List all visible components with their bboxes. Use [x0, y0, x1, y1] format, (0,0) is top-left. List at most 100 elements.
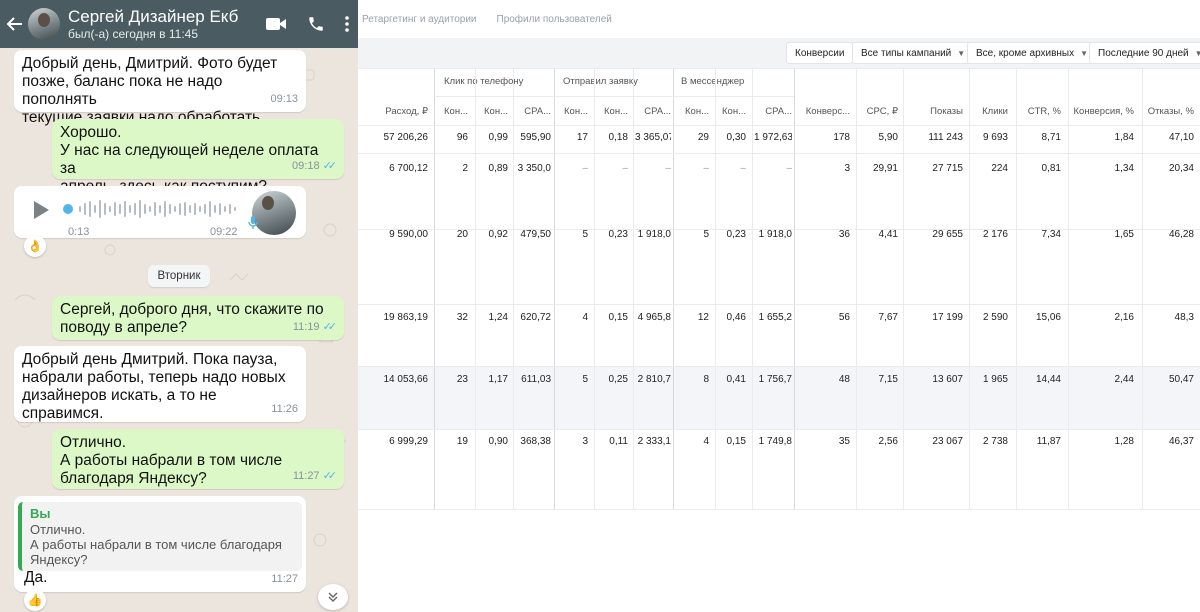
table-cell: 1 918,0	[758, 229, 792, 240]
campaign-type-select[interactable]: Все типы кампаний ▼	[852, 42, 975, 64]
group-header-divider	[434, 96, 794, 97]
column-header[interactable]: Кон...	[444, 106, 468, 117]
column-divider	[594, 68, 595, 510]
table-cell: 1,84	[1114, 132, 1134, 143]
period-select[interactable]: Последние 90 дней ▼	[1089, 42, 1200, 64]
column-divider	[633, 68, 634, 510]
table-cell: 20,34	[1168, 163, 1194, 174]
column-header[interactable]: Кон...	[685, 106, 709, 117]
table-cell: 1,65	[1114, 229, 1134, 240]
conversions-filter[interactable]: Конверсии	[786, 42, 854, 64]
column-header[interactable]: CPA...	[765, 106, 792, 117]
column-header[interactable]: Кон...	[604, 106, 628, 117]
column-divider	[513, 68, 514, 510]
message-time: 11:26	[271, 403, 298, 415]
table-cell: 17 199	[932, 312, 963, 323]
table-cell: 0,11	[609, 436, 628, 447]
message-text: Добрый день, Дмитрий. Фото будет позже, …	[22, 55, 278, 126]
column-header[interactable]: CPA...	[524, 106, 551, 117]
table-cell: 8,71	[1041, 132, 1061, 143]
message-time: 11:27	[292, 470, 320, 482]
quoted-message[interactable]: Вы Отлично. А работы набрали в том числе…	[18, 502, 302, 571]
table-cell: 1 972,63	[754, 132, 792, 143]
table-cell: 23	[456, 374, 468, 385]
table-cell: 20	[456, 229, 468, 240]
table-cell: 14 053,66	[383, 374, 429, 385]
archive-select[interactable]: Все, кроме архивных ▼	[967, 42, 1098, 64]
chat-header: Сергей Дизайнер Екб был(-а) сегодня в 11…	[0, 0, 358, 48]
scroll-down-icon[interactable]	[318, 584, 348, 610]
column-header[interactable]: Отказы, %	[1147, 106, 1194, 117]
table-cell: 0,46	[726, 312, 746, 323]
table-cell: 368,38	[520, 436, 551, 447]
message-text: Хорошо. У нас на следующей неделе оплата…	[60, 124, 319, 195]
column-header[interactable]: Конверс...	[805, 106, 850, 117]
message-incoming[interactable]: Добрый день Дмитрий. Пока пауза, набрали…	[14, 346, 306, 422]
message-outgoing[interactable]: Отлично. А работы набрали в том числе бл…	[52, 429, 344, 489]
table-cell: 3 365,07	[635, 132, 671, 143]
quote-author: Вы	[30, 506, 51, 521]
table-cell: 3 350,0	[517, 163, 551, 174]
video-call-icon[interactable]	[256, 0, 296, 48]
table-cell: 2 738	[982, 436, 1008, 447]
table-cell: 0,30	[726, 132, 746, 143]
contact-info[interactable]: Сергей Дизайнер Екб был(-а) сегодня в 11…	[68, 7, 256, 42]
table-cell: 27 715	[932, 163, 963, 174]
column-divider	[475, 68, 476, 510]
phone-icon[interactable]	[296, 0, 336, 48]
back-arrow-icon[interactable]	[2, 0, 28, 48]
reaction-thumbs-up[interactable]: 👍	[24, 589, 46, 611]
table-cell: 5	[703, 229, 709, 240]
message-outgoing[interactable]: Сергей, доброго дня, что скажите по пово…	[52, 296, 344, 340]
voice-time: 09:22	[210, 226, 238, 238]
column-header[interactable]: Кон...	[722, 106, 746, 117]
table-cell: –	[665, 163, 671, 174]
column-header[interactable]: Клики	[982, 106, 1008, 117]
table-cell: 0,18	[608, 132, 628, 143]
chevron-down-icon: ▼	[1080, 48, 1089, 58]
voice-waveform[interactable]	[62, 198, 252, 224]
column-header[interactable]: Конверсия, %	[1073, 106, 1135, 117]
tab-user-profiles[interactable]: Профили пользователей	[496, 13, 612, 25]
voice-message[interactable]: 0:13 09:22	[14, 186, 306, 238]
column-header[interactable]: Показы	[930, 106, 963, 117]
stats-table: Клик по телефону Отправил заявку В мессе…	[358, 68, 1200, 510]
table-cell: 0,15	[608, 312, 628, 323]
table-cell: 23 067	[932, 436, 963, 447]
column-header[interactable]: CPC, ₽	[866, 106, 898, 117]
play-icon[interactable]	[32, 200, 50, 225]
table-cell: 0,23	[726, 229, 746, 240]
message-incoming-reply[interactable]: Вы Отлично. А работы набрали в том числе…	[14, 496, 306, 592]
column-divider	[1016, 68, 1017, 510]
table-cell: 2 333,1	[637, 436, 671, 447]
column-divider	[856, 68, 857, 510]
table-cell: 0,81	[1041, 163, 1061, 174]
table-cell: –	[622, 163, 628, 174]
table-cell: 1,17	[488, 374, 508, 385]
day-separator: Вторник	[148, 265, 210, 287]
read-ticks-icon: ✓✓	[322, 321, 338, 333]
more-menu-icon[interactable]	[336, 0, 358, 48]
table-cell: 1 965	[982, 374, 1008, 385]
contact-avatar[interactable]	[28, 8, 60, 40]
filter-bar: Конверсии Все типы кампаний ▼ Все, кроме …	[358, 38, 1200, 68]
tab-retargeting[interactable]: Ретаргетинг и аудитории	[362, 13, 477, 25]
table-cell: 0,41	[726, 374, 746, 385]
table-cell: 5	[582, 374, 588, 385]
column-header[interactable]: CTR, %	[1027, 106, 1061, 117]
row-divider	[358, 429, 1200, 430]
column-header[interactable]: CPA...	[644, 106, 671, 117]
table-cell: 15,06	[1035, 312, 1061, 323]
message-text: Сергей, доброго дня, что скажите по пово…	[60, 301, 324, 336]
reaction-ok[interactable]: 👌	[24, 235, 46, 257]
message-text: Отлично. А работы набрали в том числе бл…	[60, 434, 283, 487]
column-header[interactable]: Кон...	[564, 106, 588, 117]
table-cell: 9 693	[982, 132, 1008, 143]
column-header[interactable]: Кон...	[484, 106, 508, 117]
message-incoming[interactable]: Добрый день, Дмитрий. Фото будет позже, …	[14, 50, 306, 126]
table-cell: 3	[582, 436, 588, 447]
column-divider	[1142, 68, 1143, 510]
table-cell: 2	[462, 163, 468, 174]
column-header[interactable]: Расход, ₽	[385, 106, 428, 117]
message-outgoing[interactable]: Хорошо. У нас на следующей неделе оплата…	[52, 119, 344, 195]
